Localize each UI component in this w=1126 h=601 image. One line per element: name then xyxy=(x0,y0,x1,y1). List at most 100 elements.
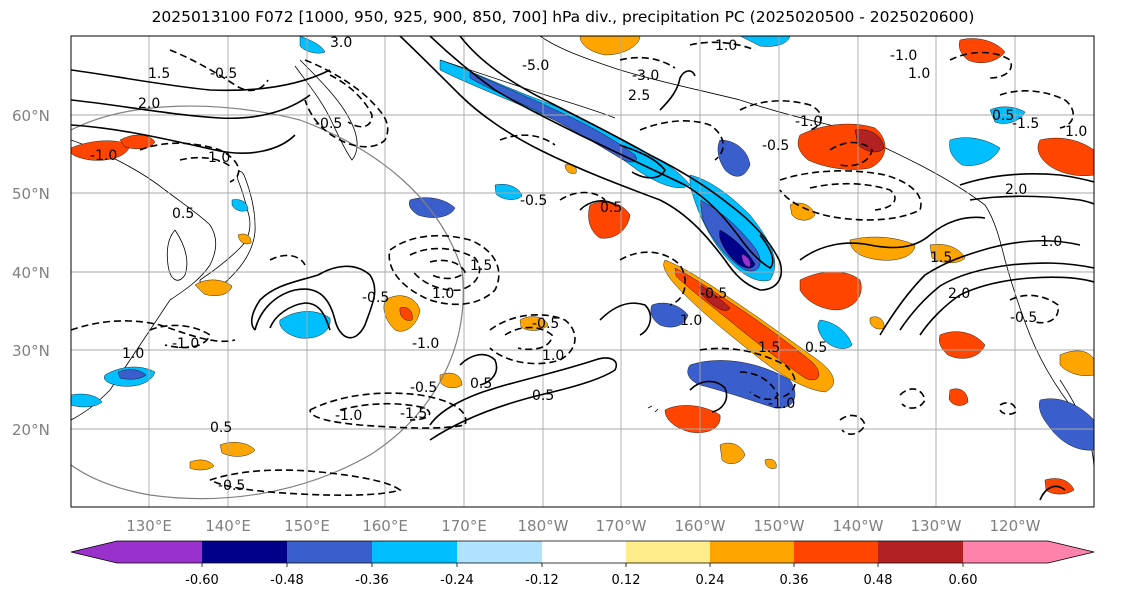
colorbar-ticks xyxy=(201,563,964,567)
precip-patch xyxy=(699,284,731,311)
latitude-labels: 60°N 50°N 40°N 30°N 20°N xyxy=(12,107,50,439)
colorbar: -0.60 -0.48 -0.36 -0.24 -0.12 0.12 0.24 … xyxy=(70,540,1095,588)
contour-label: 2.0 xyxy=(138,96,160,112)
colorbar-segment xyxy=(794,541,878,563)
div-contour xyxy=(659,70,696,111)
colorbar-segment xyxy=(963,541,1048,563)
div-contour xyxy=(489,314,576,365)
div-contour xyxy=(329,74,373,128)
contour-label: -0.5 xyxy=(532,316,559,332)
colorbar-tick-label: -0.12 xyxy=(525,573,559,588)
div-contour xyxy=(429,357,617,441)
precip-patch xyxy=(854,129,885,153)
div-contour xyxy=(71,94,311,120)
precip-patch xyxy=(849,236,916,261)
contour-label: -1.5 xyxy=(1012,116,1039,132)
colorbar-tick-label: 0.60 xyxy=(949,573,978,588)
colorbar-segment xyxy=(457,541,542,563)
precip-patch xyxy=(939,331,986,359)
div-contour xyxy=(959,173,1094,186)
precip-patch xyxy=(189,459,215,471)
contour-label: -0.5 xyxy=(700,286,727,302)
div-contour xyxy=(339,402,431,421)
colorbar-tick-label: 0.48 xyxy=(864,573,893,588)
contour-label: 1.5 xyxy=(148,66,170,82)
contour-label: -0.5 xyxy=(520,193,547,209)
div-contour xyxy=(699,347,796,399)
lon-label: 170°W xyxy=(596,517,647,535)
precip-patch xyxy=(817,319,853,349)
lon-label: 120°W xyxy=(990,517,1041,535)
lon-label: 140°W xyxy=(833,517,884,535)
div-contour xyxy=(304,59,389,148)
div-contour xyxy=(504,326,553,351)
lon-label: 140°E xyxy=(205,517,251,535)
map-title: 2025013100 F072 [1000, 950, 925, 900, 85… xyxy=(151,8,975,26)
precip-patch xyxy=(1059,350,1094,376)
precip-patch xyxy=(959,38,1006,63)
colorbar-tick-label: -0.36 xyxy=(355,573,389,588)
colorbar-tick-label: 0.36 xyxy=(780,573,809,588)
contour-label: -0.5 xyxy=(1010,310,1037,326)
lat-label: 50°N xyxy=(12,185,50,203)
contour-label: 0.5 xyxy=(992,108,1014,124)
colorbar-segment xyxy=(117,541,202,563)
precip-patch xyxy=(237,233,252,245)
precip-patch xyxy=(231,199,249,212)
div-contour xyxy=(139,142,240,183)
lat-label: 30°N xyxy=(12,342,50,360)
div-contour xyxy=(388,234,500,306)
ocean-background xyxy=(71,36,1094,507)
div-contour xyxy=(179,156,233,169)
contour-label: -1.0 xyxy=(890,48,917,64)
precip-patch xyxy=(664,405,721,433)
div-contour xyxy=(999,402,1017,415)
colorbar-outline xyxy=(70,540,1095,564)
div-contour xyxy=(619,56,676,69)
contour-label: 1.0 xyxy=(208,150,230,166)
contour-label: -3.0 xyxy=(632,68,659,84)
div-contour xyxy=(999,90,1074,129)
precip-patch xyxy=(789,202,816,221)
precip-patch xyxy=(687,360,796,409)
div-contour xyxy=(579,200,616,211)
div-contour xyxy=(779,170,922,221)
contour-label: 1.0 xyxy=(1040,234,1062,250)
div-contour xyxy=(71,124,296,154)
contour-label: -0.5 xyxy=(762,138,789,154)
colorbar-segment xyxy=(372,541,457,563)
colorbar-extend-high xyxy=(1048,541,1094,563)
div-contour xyxy=(689,380,728,413)
kamchatka-coastline xyxy=(294,59,358,161)
contour-label: 1.5 xyxy=(758,340,780,356)
contour-label: -1.5 xyxy=(400,406,427,422)
contour-label: -0.5 xyxy=(218,478,245,494)
div-contour xyxy=(1009,294,1060,324)
precip-patch xyxy=(494,184,523,200)
contour-label: -1.0 xyxy=(412,336,439,352)
div-contour xyxy=(689,41,756,51)
precip-patch xyxy=(741,253,751,268)
alaska-coastline xyxy=(539,36,986,206)
graticule xyxy=(71,36,1094,507)
div-contour xyxy=(399,36,782,291)
longitude-labels: 130°E 140°E 150°E 160°E 170°E 180°W 170°… xyxy=(126,517,1040,535)
div-contour xyxy=(269,254,306,266)
colorbar-segment xyxy=(202,541,287,563)
lon-label: 130°W xyxy=(911,517,962,535)
precip-patch xyxy=(71,393,103,408)
colorbar-tick-label: -0.60 xyxy=(185,573,219,588)
contour-label: 1.0 xyxy=(908,66,930,82)
div-contour xyxy=(71,69,331,92)
contour-label: 0.5 xyxy=(470,376,492,392)
contour-labels: 3.0 -0.5 1.5 2.0 -0.5 1.0 0.5 -5.0 -3.0 … xyxy=(90,36,1087,494)
div-contour xyxy=(879,239,1081,336)
map-plot-area: 3.0 -0.5 1.5 2.0 -0.5 1.0 0.5 -5.0 -3.0 … xyxy=(71,36,1094,507)
lat-label: 20°N xyxy=(12,421,50,439)
contour-label: -0.5 xyxy=(315,116,342,132)
div-contour xyxy=(309,392,467,429)
div-contour xyxy=(619,144,666,179)
contour-label: 2.0 xyxy=(948,286,970,302)
div-contour xyxy=(949,51,1012,79)
contour-label: 1.5 xyxy=(470,258,492,274)
